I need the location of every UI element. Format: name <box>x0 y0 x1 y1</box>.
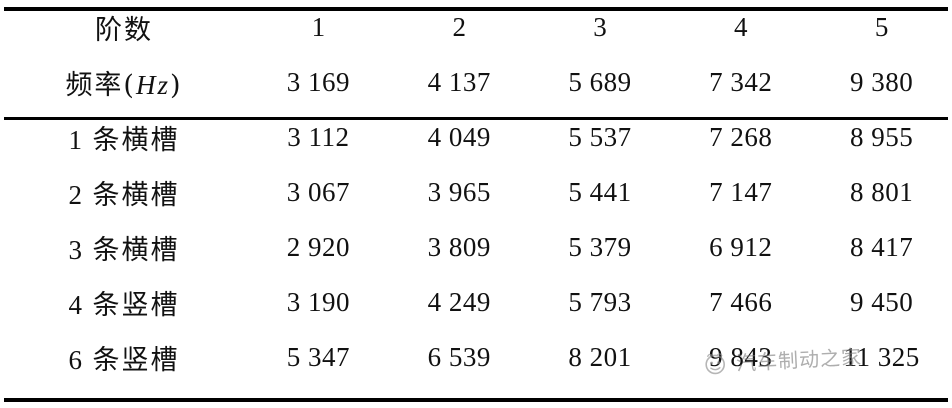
cell-value: 8 417 <box>849 232 914 262</box>
cell-value: 8 201 <box>568 342 632 372</box>
table-header-rule <box>4 117 948 120</box>
cell-value: 4 249 <box>427 287 491 317</box>
row-label-text: 条横槽 <box>92 180 180 211</box>
row-label-digit: 4 <box>68 290 82 320</box>
header-column-3: 3 <box>593 11 607 42</box>
cell-value: 8 801 <box>849 177 914 207</box>
frequency-table: 阶数 1 2 3 4 5 频率(Hz) 3 169 4 137 5 689 7 … <box>0 0 952 385</box>
table-bottom-rule <box>4 398 948 402</box>
frequency-label-suffix: ) <box>170 69 183 101</box>
row-label-text: 条竖槽 <box>92 290 180 321</box>
cell-value: 5 379 <box>568 232 632 262</box>
row-label: 2 条横槽 <box>0 165 248 220</box>
cell-value: 5 793 <box>568 287 632 317</box>
cell-value: 2 920 <box>286 232 351 262</box>
header-column-2: 2 <box>452 11 466 42</box>
row-label-digit: 6 <box>68 345 82 375</box>
cell-value: 11 325 <box>843 342 920 372</box>
frequency-label-prefix: 频率( <box>65 69 136 101</box>
row-label: 6 条竖槽 <box>0 330 248 385</box>
baseline-frequency-2: 4 137 <box>427 66 491 97</box>
cell-value: 3 067 <box>286 177 351 207</box>
table-row: 1 条横槽 3 112 4 049 5 537 7 268 8 955 <box>0 110 952 165</box>
baseline-frequency-4: 7 342 <box>709 66 773 97</box>
row-label-text: 条横槽 <box>92 235 180 266</box>
cell-value: 9 843 <box>709 342 773 372</box>
table-top-rule <box>4 7 948 11</box>
row-label-digit: 1 <box>68 125 82 155</box>
row-label: 3 条横槽 <box>0 220 248 275</box>
cell-value: 4 049 <box>427 122 491 152</box>
baseline-frequency-3: 5 689 <box>568 66 632 97</box>
cell-value: 5 537 <box>568 122 632 152</box>
cell-value: 3 112 <box>287 122 350 152</box>
baseline-frequency-1: 3 169 <box>286 66 351 97</box>
frequency-unit: Hz <box>135 69 170 100</box>
cell-value: 5 441 <box>568 177 632 207</box>
cell-value: 7 147 <box>709 177 773 207</box>
row-label-text: 条横槽 <box>92 125 180 156</box>
table-header-row: 阶数 1 2 3 4 5 <box>0 0 952 54</box>
cell-value: 7 466 <box>709 287 773 317</box>
cell-value: 5 347 <box>286 342 351 372</box>
row-label-digit: 3 <box>68 235 82 265</box>
table-subheader-row: 频率(Hz) 3 169 4 137 5 689 7 342 9 380 <box>0 54 952 110</box>
header-column-1: 1 <box>311 11 326 42</box>
table-row: 3 条横槽 2 920 3 809 5 379 6 912 8 417 <box>0 220 952 275</box>
header-label-order: 阶数 <box>95 14 153 46</box>
row-label-text: 条竖槽 <box>92 345 180 376</box>
header-label-frequency: 频率(Hz) <box>0 54 248 110</box>
cell-value: 3 809 <box>427 232 491 262</box>
cell-value: 3 190 <box>286 287 351 317</box>
cell-value: 3 965 <box>427 177 491 207</box>
baseline-frequency-5: 9 380 <box>849 66 914 97</box>
row-label: 1 条横槽 <box>0 110 248 165</box>
cell-value: 6 912 <box>709 232 773 262</box>
cell-value: 6 539 <box>427 342 491 372</box>
table-row: 2 条横槽 3 067 3 965 5 441 7 147 8 801 <box>0 165 952 220</box>
header-column-4: 4 <box>734 11 748 42</box>
table-row: 6 条竖槽 5 347 6 539 8 201 9 843 11 325 <box>0 330 952 385</box>
table-row: 4 条竖槽 3 190 4 249 5 793 7 466 9 450 <box>0 275 952 330</box>
cell-value: 8 955 <box>849 122 914 152</box>
cell-value: 9 450 <box>849 287 914 317</box>
cell-value: 7 268 <box>709 122 773 152</box>
header-column-5: 5 <box>874 11 889 42</box>
row-label: 4 条竖槽 <box>0 275 248 330</box>
row-label-digit: 2 <box>68 180 82 210</box>
